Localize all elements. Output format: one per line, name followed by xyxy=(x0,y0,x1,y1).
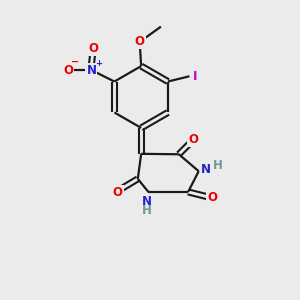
Text: −: − xyxy=(71,57,79,67)
Text: O: O xyxy=(207,191,217,204)
Text: N: N xyxy=(86,64,96,77)
Text: H: H xyxy=(213,159,223,172)
Text: N: N xyxy=(201,163,211,176)
Text: O: O xyxy=(135,35,145,48)
Text: I: I xyxy=(193,70,198,83)
Text: +: + xyxy=(95,59,102,68)
Text: N: N xyxy=(142,195,152,208)
Text: O: O xyxy=(64,64,74,77)
Text: O: O xyxy=(113,186,123,199)
Text: O: O xyxy=(88,42,98,55)
Text: H: H xyxy=(142,204,152,217)
Text: O: O xyxy=(188,133,198,146)
